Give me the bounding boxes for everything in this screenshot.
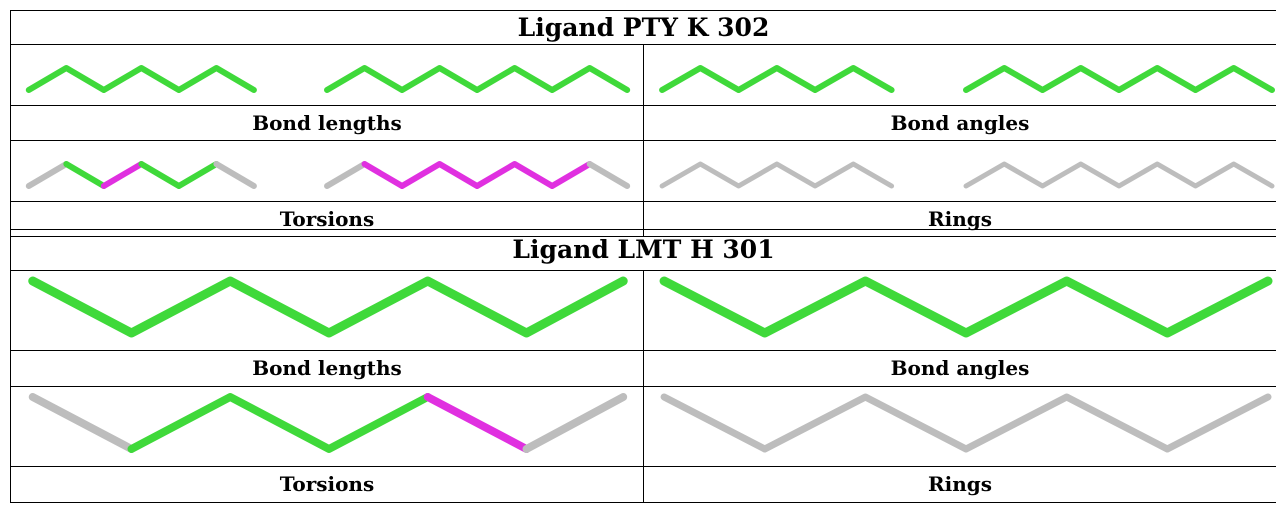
torsions-label: Torsions (10, 466, 644, 503)
rings-label: Rings (643, 466, 1276, 503)
bond-lengths-image (10, 44, 644, 106)
rings-image (643, 386, 1276, 467)
torsions-image (10, 386, 644, 467)
bond-angles-label: Bond angles (643, 350, 1276, 387)
bond-lengths-label: Bond lengths (10, 350, 644, 387)
bond-angles-image (643, 270, 1276, 351)
rings-image (643, 140, 1276, 202)
zigzag-bond-chain-image (25, 65, 631, 93)
ligand-title: Ligand LMT H 301 (10, 229, 1276, 271)
bond-lengths-label: Bond lengths (10, 105, 644, 141)
zigzag-bond-chain-image (659, 276, 1273, 338)
zigzag-bond-chain-image (25, 161, 631, 189)
torsions-image (10, 140, 644, 202)
ligand-table-lmt: Ligand LMT H 301 Bond lengths Bond angle… (10, 229, 1276, 503)
bond-angles-image (643, 44, 1276, 106)
zigzag-bond-chain-image (659, 65, 1275, 93)
ligand-title: Ligand PTY K 302 (10, 10, 1276, 45)
zigzag-bond-chain-image (659, 161, 1275, 189)
bond-lengths-image (10, 270, 644, 351)
zigzag-bond-chain-image (28, 393, 628, 453)
ligand-table-pty: Ligand PTY K 302 Bond lengths Bond angle… (10, 10, 1276, 237)
bond-angles-label: Bond angles (643, 105, 1276, 141)
zigzag-bond-chain-image (28, 276, 628, 338)
zigzag-bond-chain-image (660, 393, 1272, 453)
